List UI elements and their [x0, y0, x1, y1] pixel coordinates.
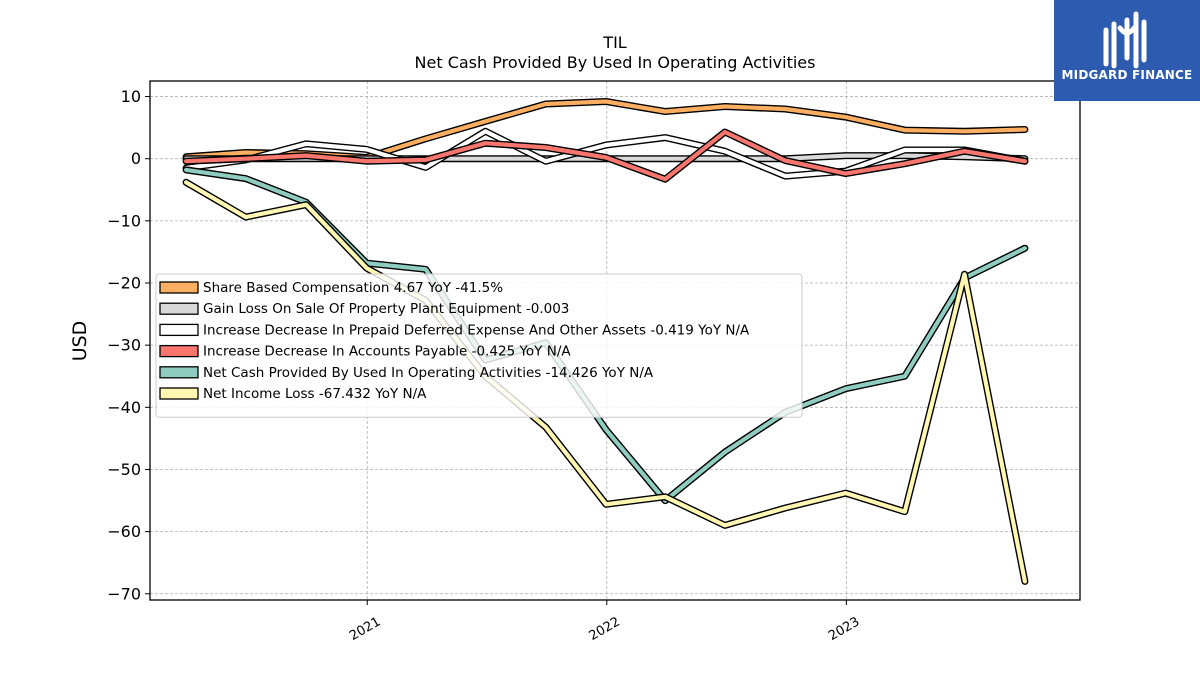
chart-title: TIL	[602, 33, 626, 52]
legend-swatch	[160, 388, 198, 399]
legend-label: Gain Loss On Sale Of Property Plant Equi…	[203, 301, 569, 317]
legend-label: Net Income Loss -67.432 YoY N/A	[203, 386, 427, 402]
legend-swatch	[160, 303, 198, 314]
x-axis: 2021 2022 2023	[347, 600, 862, 644]
legend: Share Based Compensation 4.67 YoY -41.5%…	[156, 274, 802, 417]
y-tick-label: −30	[107, 336, 141, 355]
legend-swatch	[160, 346, 198, 357]
chart-canvas: TIL Net Cash Provided By Used In Operati…	[0, 0, 1200, 675]
chart-subtitle: Net Cash Provided By Used In Operating A…	[415, 53, 816, 72]
x-tick-label: 2022	[587, 614, 623, 644]
legend-swatch	[160, 367, 198, 378]
y-tick-label: 0	[131, 149, 141, 168]
legend-label: Increase Decrease In Prepaid Deferred Ex…	[203, 322, 750, 338]
y-axis: 10 0 −10 −20 −30 −40 −50 −60 −70	[107, 87, 150, 603]
x-tick-label: 2021	[347, 614, 383, 644]
x-tick-label: 2023	[826, 614, 862, 644]
legend-label: Share Based Compensation 4.67 YoY -41.5%	[203, 280, 503, 296]
y-tick-label: −50	[107, 460, 141, 479]
y-axis-label: USD	[69, 321, 91, 362]
legend-label: Net Cash Provided By Used In Operating A…	[203, 365, 654, 381]
legend-swatch	[160, 282, 198, 293]
y-tick-label: −60	[107, 522, 141, 541]
brand-name: MIDGARD FINANCE	[1054, 68, 1200, 82]
y-tick-label: 10	[121, 87, 141, 106]
legend-label: Increase Decrease In Accounts Payable -0…	[203, 344, 571, 360]
y-tick-label: −70	[107, 584, 141, 603]
y-tick-label: −40	[107, 398, 141, 417]
y-tick-label: −20	[107, 274, 141, 293]
brand-logo: MIDGARD FINANCE	[1054, 0, 1200, 101]
y-tick-label: −10	[107, 211, 141, 230]
midgard-logo-icon	[1100, 8, 1154, 70]
legend-swatch	[160, 324, 198, 335]
